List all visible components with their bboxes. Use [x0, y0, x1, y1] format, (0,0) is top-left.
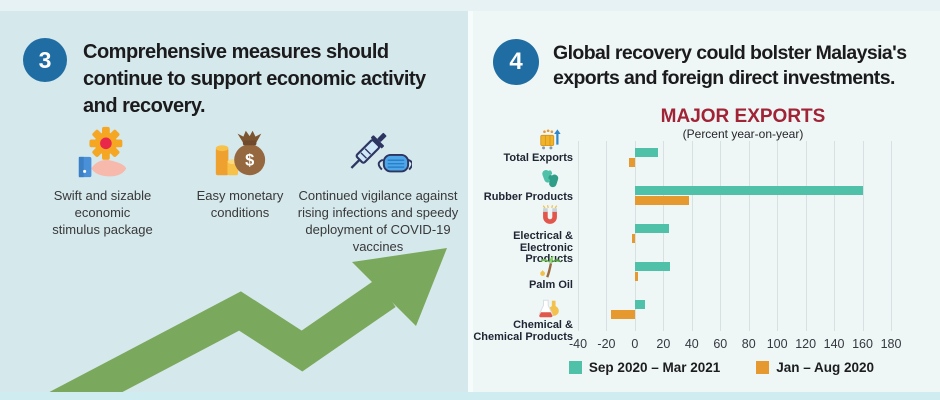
- category-label: Rubber Products: [483, 191, 573, 203]
- chart-bar: [634, 262, 671, 271]
- top-strip: [0, 0, 940, 11]
- x-axis-tick-label: 0: [631, 337, 639, 351]
- rubber-gloves-icon: [536, 167, 564, 193]
- growth-arrow: [49, 248, 447, 392]
- legend-label: Sep 2020 – Mar 2021: [588, 360, 721, 375]
- chart-subtitle: (Percent year-on-year): [682, 127, 804, 141]
- chart-bar: [634, 196, 689, 205]
- gridline: [720, 141, 722, 331]
- chart-bar: [634, 272, 638, 281]
- measure-item-vigilance: Continued vigilance against rising infec…: [288, 120, 468, 255]
- gridline: [606, 141, 608, 331]
- heading-3-line2: continue to support economic activity: [83, 68, 426, 90]
- badge-4-text: 4: [509, 48, 523, 75]
- chart-bar: [634, 186, 863, 195]
- section-number-4: 4: [493, 39, 539, 85]
- monetary-label: Easy monetary conditions: [196, 188, 284, 220]
- section-number-3: 3: [23, 38, 67, 82]
- palm-tree-icon: [536, 256, 564, 282]
- chemical-flasks-icon: [536, 297, 564, 323]
- measures-heading: Comprehensive measures should continue t…: [83, 39, 468, 120]
- badge-3-text: 3: [38, 46, 52, 73]
- gridline: [891, 141, 892, 331]
- panel-exports: 4 Global recovery could bolster Malaysia…: [473, 11, 940, 392]
- heading-4-line2: exports and foreign direct investments.: [553, 67, 895, 89]
- x-axis-tick-label: 180: [880, 337, 902, 351]
- stimulus-label: Swift and sizable economic stimulus pack…: [52, 188, 153, 237]
- chart-bar: [632, 234, 635, 243]
- category-label: Chemical & Chemical Products: [473, 319, 573, 343]
- gridline: [663, 141, 665, 331]
- panel-measures: 3 Comprehensive measures should continue…: [0, 11, 468, 392]
- x-axis-tick-label: 160: [852, 337, 873, 351]
- category-label: Palm Oil: [528, 279, 573, 291]
- legend-swatch: [756, 361, 770, 374]
- measure-item-monetary: $ Easy monetary conditions: [170, 120, 310, 221]
- x-axis-tick-label: -40: [568, 337, 588, 351]
- heading-4-line1: Global recovery could bolster Malaysia's: [553, 42, 907, 64]
- gridline: [634, 141, 636, 331]
- category-label: Total Exports: [503, 152, 573, 164]
- chart-legend: Sep 2020 – Mar 2021 Jan – Aug 2020: [503, 360, 940, 375]
- gridline: [748, 141, 750, 331]
- gridline: [777, 141, 779, 331]
- export-crate-icon: [536, 128, 564, 154]
- chart-bar: [610, 310, 635, 319]
- chart-bar: [629, 158, 635, 167]
- syringe-mask-icon: [288, 120, 468, 182]
- x-axis-tick-label: 100: [766, 337, 788, 351]
- vigilance-label: Continued vigilance against rising infec…: [297, 188, 459, 254]
- exports-heading: Global recovery could bolster Malaysia's…: [553, 41, 939, 91]
- legend-label: Jan – Aug 2020: [776, 360, 875, 375]
- gridline: [834, 141, 836, 331]
- gridline: [862, 141, 864, 331]
- bottom-strip: [0, 392, 940, 400]
- gridline: [691, 141, 693, 331]
- magnet-icon: [536, 205, 564, 231]
- measure-item-stimulus: Swift and sizable economic stimulus pack…: [30, 120, 175, 238]
- legend-item: Sep 2020 – Mar 2021: [568, 360, 721, 375]
- heading-3-line3: and recovery.: [83, 95, 206, 117]
- x-axis-tick-label: 20: [656, 337, 671, 351]
- svg-text:$: $: [245, 152, 254, 170]
- chart-bar: [634, 148, 658, 157]
- chart-bar: [634, 224, 670, 233]
- category-label: Electrical & Electronic Products: [513, 230, 573, 265]
- x-axis-tick-label: 120: [795, 337, 817, 351]
- gridline: [805, 141, 807, 331]
- x-axis-tick-label: 40: [684, 337, 699, 351]
- legend-swatch: [568, 361, 582, 374]
- chart-bar: [634, 300, 645, 309]
- major-exports-chart: -40 -20 0 20 40 60 80 100 120 140 160 180 Total Exp…: [473, 11, 940, 392]
- gridline: [578, 141, 579, 331]
- x-axis-tick-label: -20: [597, 337, 616, 351]
- hand-gear-icon: [30, 120, 175, 182]
- x-axis-tick-label: 80: [741, 337, 756, 351]
- heading-3-line1: Comprehensive measures should: [83, 41, 389, 63]
- legend-item: Jan – Aug 2020: [756, 360, 874, 375]
- money-bag-icon: $: [170, 120, 310, 182]
- x-axis-tick-label: 140: [823, 337, 845, 351]
- x-axis-tick-label: 60: [713, 337, 728, 351]
- chart-title: MAJOR EXPORTS: [660, 106, 826, 127]
